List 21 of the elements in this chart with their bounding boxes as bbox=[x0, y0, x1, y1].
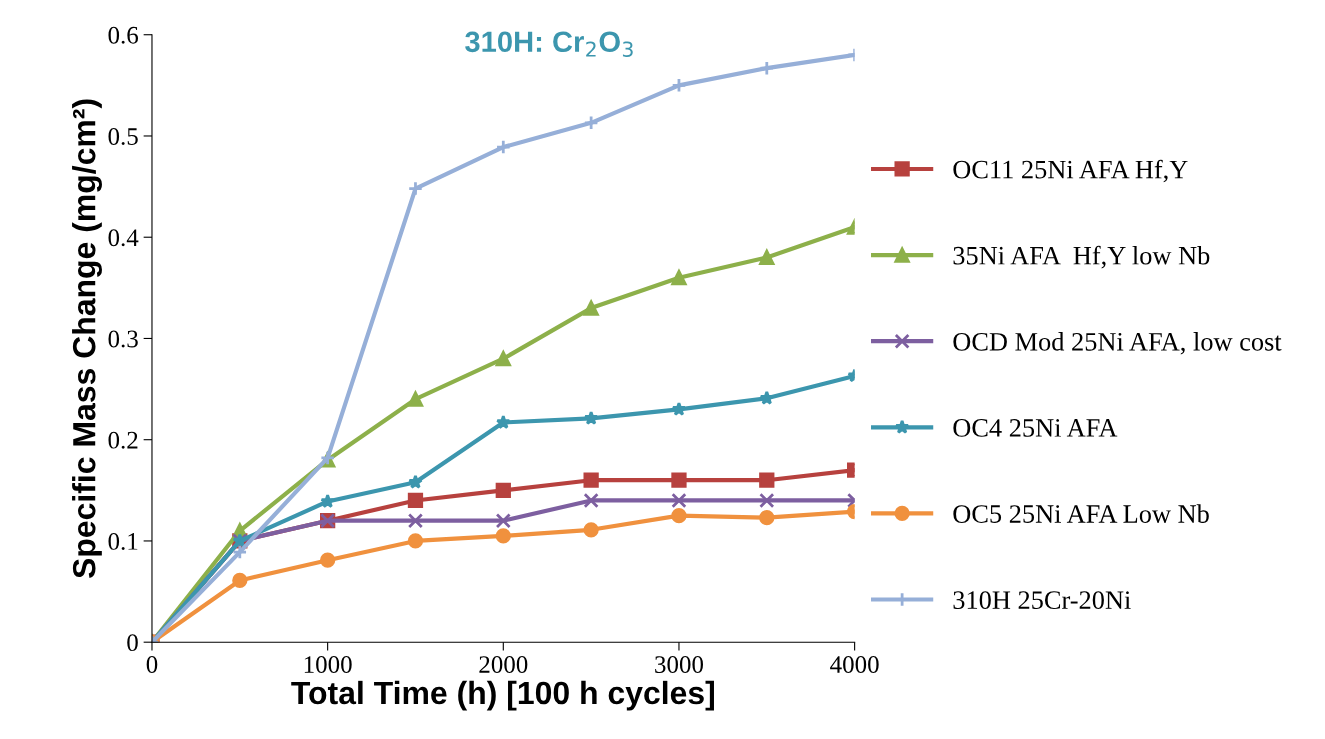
annotation: 310H: Cr$_{2}$O$_{3}$ bbox=[465, 31, 633, 57]
y-tick-label: 0 bbox=[127, 634, 138, 652]
x-axis-title: Total Time (h) [100 h cycles] bbox=[291, 680, 714, 711]
legend-label: OC11 25Ni AFA Hf,Y bbox=[953, 159, 1188, 183]
x-tick-label: 3000 bbox=[655, 656, 704, 673]
y-tick-label: 0.1 bbox=[108, 533, 138, 550]
y-tick-label: 0.6 bbox=[108, 26, 139, 44]
y-tick-label: 0.4 bbox=[108, 229, 139, 247]
legend-label: OCD Mod 25Ni AFA, low cost bbox=[953, 332, 1282, 355]
legend-label: OC4 25Ni AFA bbox=[953, 419, 1118, 437]
legend-label: OC5 25Ni AFA Low Nb bbox=[953, 504, 1209, 523]
legend-label: 35Ni AFA Hf,Y low Nb bbox=[953, 245, 1210, 269]
y-tick-label: 0.5 bbox=[108, 128, 138, 146]
y-tick-label: 0.2 bbox=[108, 431, 138, 449]
x-tick-label: 0 bbox=[146, 656, 158, 673]
y-axis-title: Specific Mass Change (mg/cm²) bbox=[72, 99, 102, 579]
legend-label: 310H 25Cr-20Ni bbox=[953, 591, 1131, 610]
x-tick-label: 4000 bbox=[830, 656, 879, 673]
y-tick-label: 0.3 bbox=[108, 330, 138, 348]
x-tick-label: 2000 bbox=[479, 656, 528, 673]
x-tick-label: 1000 bbox=[304, 656, 352, 673]
